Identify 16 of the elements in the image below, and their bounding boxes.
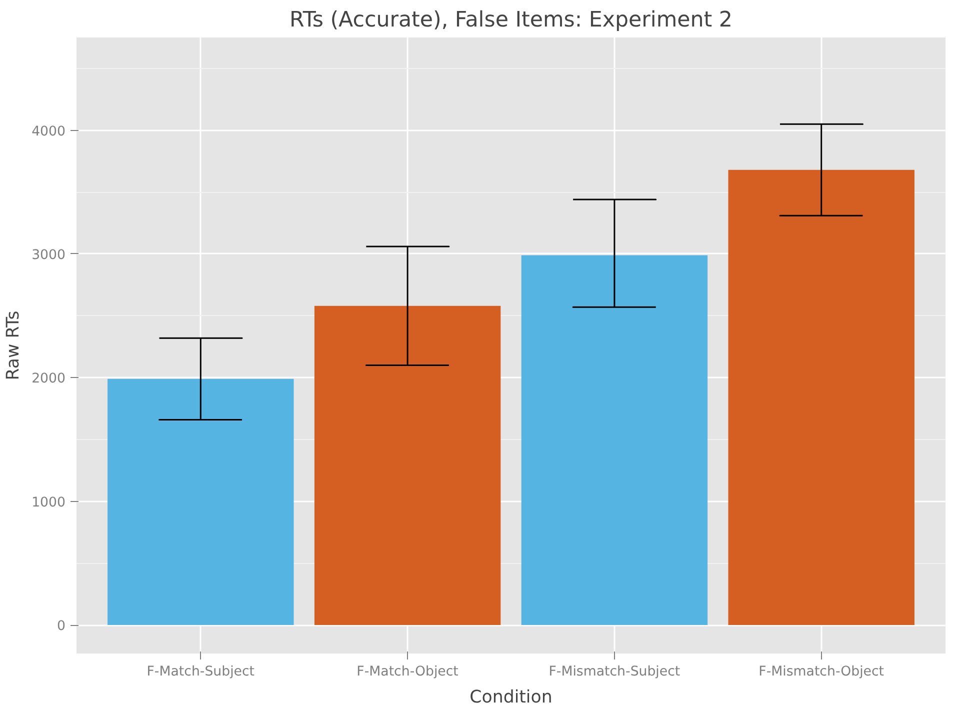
- bar: [314, 306, 501, 626]
- y-axis-title: Raw RTs: [4, 310, 24, 380]
- x-tick-label: F-Match-Subject: [146, 664, 255, 680]
- y-tick-label: 2000: [32, 372, 66, 387]
- y-tick-label: 0: [57, 619, 66, 634]
- y-tick-label: 1000: [32, 495, 66, 510]
- x-axis-title: Condition: [470, 688, 552, 708]
- y-tick-label: 3000: [32, 248, 66, 263]
- x-tick-label: F-Mismatch-Subject: [548, 664, 680, 680]
- x-tick-label: F-Mismatch-Object: [758, 664, 884, 680]
- bar: [108, 378, 294, 626]
- y-tick-label: 4000: [32, 124, 66, 140]
- bar: [728, 170, 914, 626]
- bar: [521, 255, 708, 626]
- x-tick-label: F-Match-Object: [356, 664, 458, 680]
- chart-title: RTs (Accurate), False Items: Experiment 2: [290, 8, 732, 32]
